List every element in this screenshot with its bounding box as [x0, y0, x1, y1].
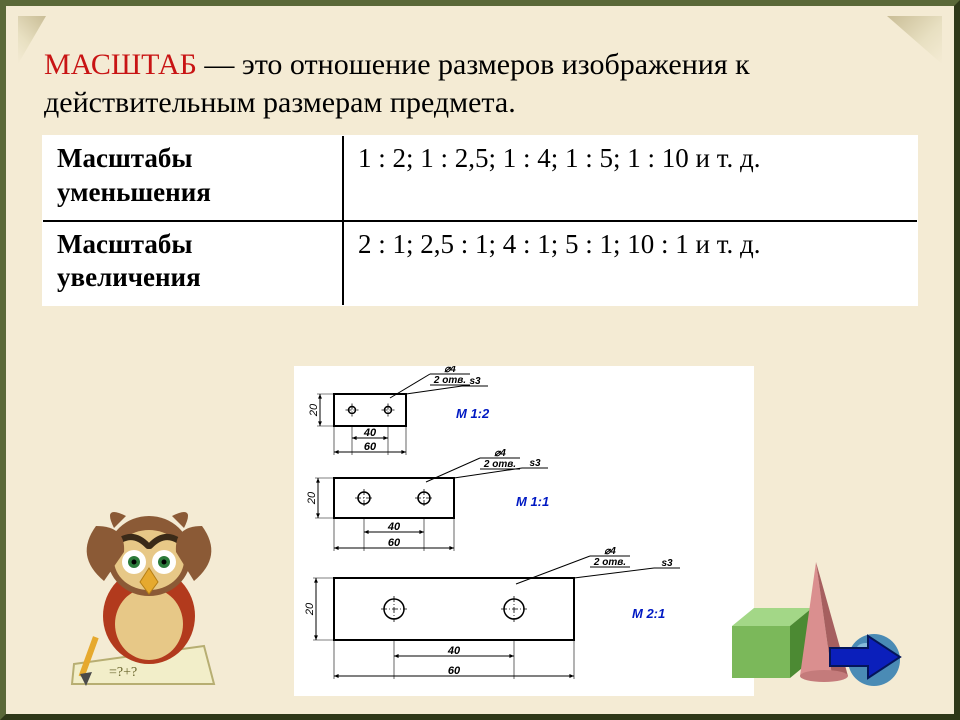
technical-drawing: 406020⌀42 отв.s3М 1:2406020⌀42 отв.s3М 1… — [294, 366, 754, 696]
row-values: 2 : 1; 2,5 : 1; 4 : 1; 5 : 1; 10 : 1 и т… — [343, 221, 917, 306]
svg-text:М 1:2: М 1:2 — [456, 406, 490, 421]
row-values: 1 : 2; 1 : 2,5; 1 : 4; 1 : 5; 1 : 10 и т… — [343, 136, 917, 221]
svg-text:20: 20 — [308, 403, 320, 417]
svg-text:⌀4: ⌀4 — [604, 546, 616, 557]
next-arrow-button[interactable] — [828, 634, 902, 680]
keyword: МАСШТАБ — [44, 48, 197, 81]
svg-text:М 1:1: М 1:1 — [516, 494, 549, 509]
svg-text:⌀4: ⌀4 — [444, 366, 456, 375]
svg-text:40: 40 — [387, 521, 401, 533]
svg-text:s3: s3 — [469, 376, 481, 387]
definition-text: МАСШТАБ — это отношение размеров изображ… — [44, 46, 918, 121]
slide: МАСШТАБ — это отношение размеров изображ… — [18, 18, 942, 702]
svg-text:s3: s3 — [529, 458, 541, 469]
scale-table: Масштабы уменьшения 1 : 2; 1 : 2,5; 1 : … — [42, 135, 918, 306]
svg-text:М 2:1: М 2:1 — [632, 606, 665, 621]
svg-text:2 отв.: 2 отв. — [593, 557, 626, 568]
svg-text:2 отв.: 2 отв. — [433, 375, 466, 386]
svg-text:20: 20 — [306, 491, 318, 505]
svg-text:20: 20 — [304, 602, 316, 616]
svg-text:60: 60 — [388, 537, 401, 549]
svg-text:=?+?: =?+? — [109, 665, 137, 680]
svg-text:40: 40 — [363, 427, 377, 439]
svg-text:60: 60 — [364, 441, 377, 453]
svg-text:⌀4: ⌀4 — [494, 448, 506, 459]
owl-mascot-icon: =?+? — [54, 486, 254, 686]
row-label: Масштабы увеличения — [43, 221, 343, 306]
row-label: Масштабы уменьшения — [43, 136, 343, 221]
svg-text:s3: s3 — [661, 558, 673, 569]
table-row: Масштабы уменьшения 1 : 2; 1 : 2,5; 1 : … — [43, 136, 917, 221]
svg-text:60: 60 — [448, 665, 461, 677]
svg-text:40: 40 — [447, 645, 461, 657]
table-row: Масштабы увеличения 2 : 1; 2,5 : 1; 4 : … — [43, 221, 917, 306]
svg-text:2 отв.: 2 отв. — [483, 459, 516, 470]
